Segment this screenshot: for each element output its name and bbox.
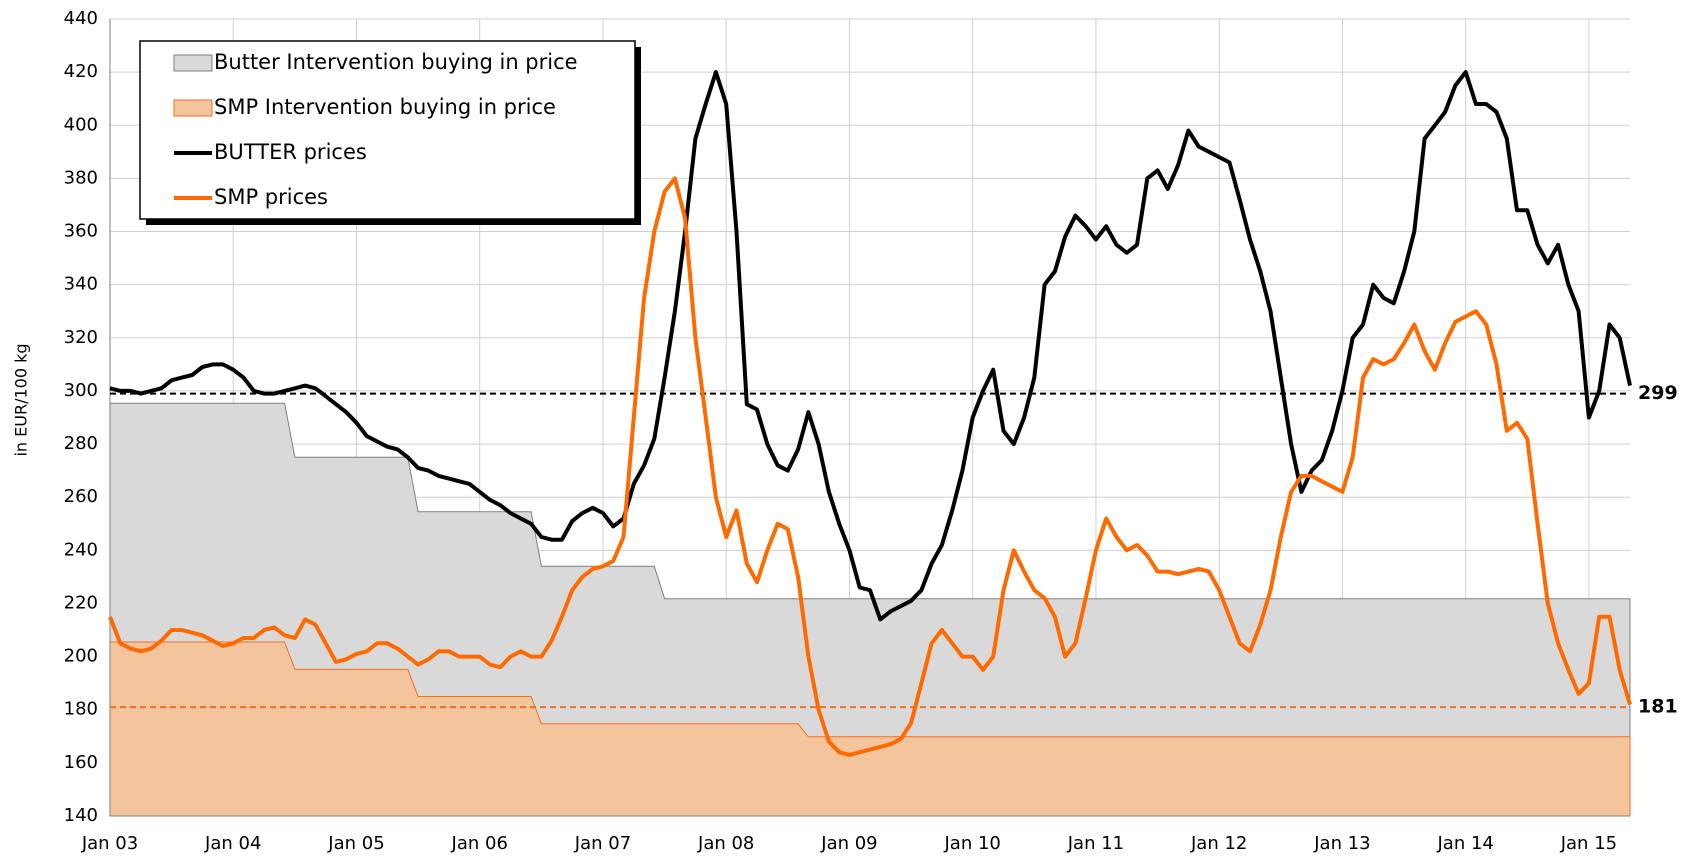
legend-label: SMP Intervention buying in price <box>214 95 556 119</box>
y-tick-label: 380 <box>64 167 98 188</box>
y-tick-label: 280 <box>64 433 98 454</box>
legend-label: BUTTER prices <box>214 140 367 164</box>
y-tick-label: 340 <box>64 274 98 295</box>
y-tick-label: 360 <box>64 221 98 242</box>
y-tick-label: 300 <box>64 380 98 401</box>
x-tick-label: Jan 08 <box>697 833 754 854</box>
y-tick-label: 220 <box>64 592 98 613</box>
legend: Butter Intervention buying in price SMP I… <box>139 40 641 225</box>
x-tick-label: Jan 10 <box>944 833 1001 854</box>
x-tick-label: Jan 06 <box>451 833 508 854</box>
y-tick-label: 260 <box>64 486 98 507</box>
x-tick-label: Jan 14 <box>1436 833 1493 854</box>
y-axis-label: in EUR/100 kg <box>12 343 31 456</box>
x-tick-label: Jan 03 <box>81 833 138 854</box>
x-tick-label: Jan 07 <box>574 833 631 854</box>
x-tick-label: Jan 09 <box>820 833 877 854</box>
legend-label: Butter Intervention buying in price <box>214 50 578 74</box>
x-tick-label: Jan 11 <box>1067 833 1124 854</box>
price-line <box>108 176 1632 757</box>
y-tick-label: 140 <box>64 805 98 826</box>
y-tick-label: 400 <box>64 114 98 135</box>
y-tick-label: 240 <box>64 539 98 560</box>
x-tick-label: Jan 05 <box>327 833 384 854</box>
intervention-area <box>109 641 1631 817</box>
reference-label: 299 <box>1638 382 1678 404</box>
x-tick-label: Jan 13 <box>1313 833 1370 854</box>
legend-box <box>139 40 636 220</box>
x-tick-label: Jan 12 <box>1190 833 1247 854</box>
legend-swatch <box>173 99 213 117</box>
y-tick-label: 320 <box>64 327 98 348</box>
y-tick-label: 420 <box>64 61 98 82</box>
y-tick-label: 180 <box>64 699 98 720</box>
y-tick-label: 200 <box>64 646 98 667</box>
legend-swatch <box>173 54 213 72</box>
x-tick-label: Jan 04 <box>204 833 261 854</box>
legend-label: SMP prices <box>214 185 328 209</box>
reference-label: 181 <box>1638 696 1678 718</box>
price-line <box>109 70 1632 622</box>
y-tick-label: 160 <box>64 752 98 773</box>
x-tick-label: Jan 15 <box>1560 833 1617 854</box>
y-tick-label: 440 <box>64 8 98 29</box>
